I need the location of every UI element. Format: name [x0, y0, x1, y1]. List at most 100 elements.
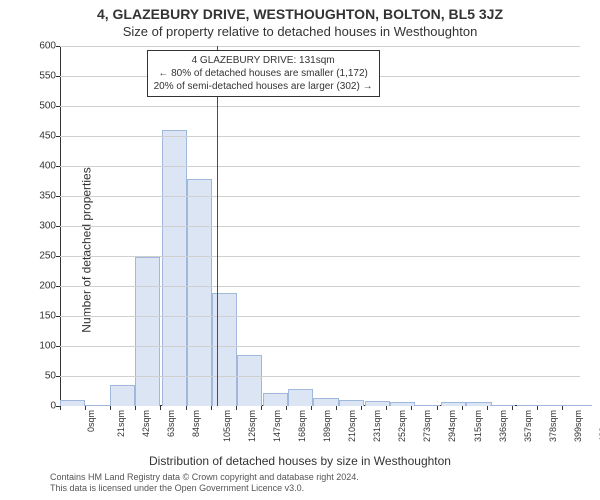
y-tick-label: 200 [26, 281, 56, 292]
x-tick-label: 63sqm [166, 410, 176, 437]
y-tick-mark [56, 76, 60, 77]
x-tick-label: 84sqm [191, 410, 201, 437]
x-tick-mark [160, 406, 161, 410]
x-tick-label: 105sqm [222, 410, 232, 442]
histogram-bar [187, 179, 212, 406]
x-tick-label: 126sqm [247, 410, 257, 442]
annotation-line-1: 4 GLAZEBURY DRIVE: 131sqm [154, 54, 373, 67]
x-tick-mark [85, 406, 86, 410]
histogram-bar [288, 389, 313, 406]
histogram-bar [237, 355, 262, 406]
x-tick-mark [135, 406, 136, 410]
x-tick-label: 210sqm [347, 410, 357, 442]
grid-line [60, 46, 580, 47]
grid-line [60, 106, 580, 107]
x-tick-mark [336, 406, 337, 410]
histogram-bar [517, 405, 542, 406]
x-tick-label: 252sqm [397, 410, 407, 442]
y-tick-mark [56, 166, 60, 167]
grid-line [60, 226, 580, 227]
plot-area: 050100150200250300350400450500550600 0sq… [60, 46, 580, 406]
y-tick-mark [56, 346, 60, 347]
x-tick-mark [411, 406, 412, 410]
histogram-bar [441, 402, 466, 406]
annotation-line-2: ← 80% of detached houses are smaller (1,… [154, 67, 373, 80]
histogram-bar [85, 405, 110, 406]
histogram-bar [339, 400, 364, 406]
y-tick-label: 550 [26, 71, 56, 82]
y-tick-label: 150 [26, 311, 56, 322]
grid-line [60, 346, 580, 347]
x-tick-mark [537, 406, 538, 410]
x-tick-mark [261, 406, 262, 410]
histogram-bar [542, 405, 567, 406]
x-tick-mark [236, 406, 237, 410]
y-tick-mark [56, 46, 60, 47]
x-tick-mark [286, 406, 287, 410]
x-tick-label: 399sqm [573, 410, 583, 442]
annotation-box: 4 GLAZEBURY DRIVE: 131sqm ← 80% of detac… [147, 50, 380, 97]
chart-container: 4, GLAZEBURY DRIVE, WESTHOUGHTON, BOLTON… [0, 0, 600, 500]
x-tick-label: 315sqm [473, 410, 483, 442]
histogram-bar [162, 130, 187, 406]
histogram-bar [110, 385, 135, 406]
x-tick-mark [487, 406, 488, 410]
x-tick-mark [386, 406, 387, 410]
y-tick-mark [56, 196, 60, 197]
x-tick-mark [186, 406, 187, 410]
grid-line [60, 316, 580, 317]
y-tick-label: 600 [26, 41, 56, 52]
y-tick-label: 50 [26, 371, 56, 382]
x-tick-mark [462, 406, 463, 410]
histogram-bar [60, 400, 85, 406]
x-tick-label: 357sqm [523, 410, 533, 442]
x-tick-label: 189sqm [322, 410, 332, 442]
grid-line [60, 196, 580, 197]
chart-title-main: 4, GLAZEBURY DRIVE, WESTHOUGHTON, BOLTON… [0, 6, 600, 22]
y-tick-label: 450 [26, 131, 56, 142]
x-axis-label: Distribution of detached houses by size … [0, 454, 600, 468]
x-tick-mark [211, 406, 212, 410]
y-tick-label: 400 [26, 161, 56, 172]
x-tick-mark [361, 406, 362, 410]
x-tick-label: 21sqm [116, 410, 126, 437]
histogram-bar [135, 257, 160, 406]
annotation-line-3: 20% of semi-detached houses are larger (… [154, 80, 373, 93]
y-tick-label: 0 [26, 401, 56, 412]
y-tick-mark [56, 136, 60, 137]
grid-line [60, 286, 580, 287]
y-tick-label: 250 [26, 251, 56, 262]
y-tick-label: 300 [26, 221, 56, 232]
y-tick-label: 350 [26, 191, 56, 202]
x-tick-mark [311, 406, 312, 410]
y-tick-label: 500 [26, 101, 56, 112]
footer-line-2: This data is licensed under the Open Gov… [50, 483, 359, 494]
histogram-bar [212, 293, 237, 406]
y-tick-mark [56, 226, 60, 227]
x-tick-label: 378sqm [548, 410, 558, 442]
x-tick-label: 231sqm [372, 410, 382, 442]
x-tick-label: 147sqm [272, 410, 282, 442]
histogram-bar [313, 398, 338, 406]
grid-line [60, 136, 580, 137]
x-tick-mark [437, 406, 438, 410]
x-tick-label: 336sqm [498, 410, 508, 442]
grid-line [60, 256, 580, 257]
x-tick-label: 168sqm [297, 410, 307, 442]
histogram-bar [567, 405, 592, 406]
marker-line [217, 46, 218, 406]
x-tick-label: 42sqm [141, 410, 151, 437]
x-tick-mark [562, 406, 563, 410]
grid-line [60, 376, 580, 377]
footer-line-1: Contains HM Land Registry data © Crown c… [50, 472, 359, 483]
x-tick-label: 273sqm [422, 410, 432, 442]
x-tick-mark [512, 406, 513, 410]
grid-line [60, 166, 580, 167]
y-tick-mark [56, 376, 60, 377]
x-tick-label: 0sqm [86, 410, 96, 432]
histogram-bar [466, 402, 491, 406]
chart-title-sub: Size of property relative to detached ho… [0, 24, 600, 39]
x-tick-mark [60, 406, 61, 410]
y-tick-mark [56, 106, 60, 107]
x-tick-label: 294sqm [447, 410, 457, 442]
